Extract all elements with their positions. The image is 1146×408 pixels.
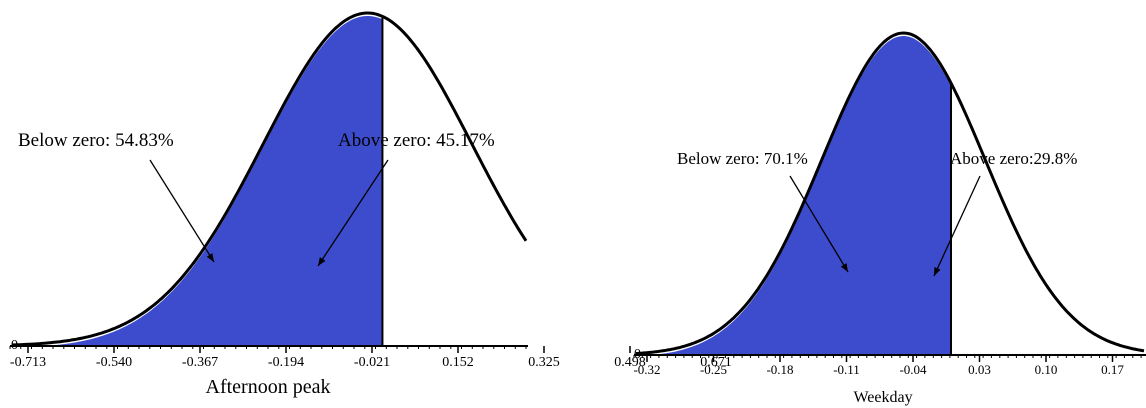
above-zero-annotation: Above zero: 45.17% (338, 130, 495, 151)
x-tick-label: -0.32 (633, 362, 660, 377)
x-tick-label: -0.540 (96, 355, 132, 370)
x-tick-label: -0.11 (833, 362, 860, 377)
x-tick-label: -0.194 (268, 355, 304, 370)
below-zero-shaded-area (34, 16, 383, 347)
x-axis-label: Weekday (853, 389, 912, 406)
above-zero-arrowhead (318, 257, 326, 266)
above-zero-arrowhead (934, 267, 941, 276)
x-tick-label: 0.498 (614, 355, 646, 370)
density-curve (635, 31, 1145, 355)
above-zero-arrow (933, 175, 981, 277)
x-tick-label: 0.17 (1101, 362, 1124, 377)
below-zero-arrow (149, 159, 215, 263)
x-tick-label: -0.04 (899, 362, 927, 377)
below-zero-arrowhead (840, 263, 848, 272)
below-zero-annotation: Below zero: 70.1% (677, 149, 808, 168)
x-tick-label: -0.18 (766, 362, 793, 377)
below-zero-annotation: Below zero: 54.83% (18, 130, 174, 151)
x-tick-label: 0.03 (968, 362, 991, 377)
density-curve (11, 11, 528, 347)
x-tick-label: -0.25 (700, 362, 727, 377)
above-zero-annotation: Above zero:29.8% (950, 149, 1077, 168)
x-axis-ticks: -0.32-0.25-0.18-0.11-0.040.030.100.170.2… (633, 355, 1142, 377)
x-tick-label: 0.10 (1035, 362, 1058, 377)
below-zero-shaded-area (656, 36, 951, 355)
x-axis-ticks: -0.713 -0.540 -0.367 -0.194 -0.021 0.152 0.325… (9, 346, 732, 370)
x-tick-label: -0.021 (354, 355, 390, 370)
x-tick-label: 0.671 (700, 355, 732, 370)
chart-panel-weekday: -0.32-0.25-0.18-0.11-0.040.030.100.170.2… (633, 31, 1146, 406)
below-zero-arrow (789, 175, 849, 273)
chart-panel-afternoon-peak: -0.713 -0.540 -0.367 -0.194 -0.021 0.152 0.325… (9, 11, 732, 398)
x-tick-label: -0.713 (10, 355, 46, 370)
above-zero-arrow (317, 159, 389, 267)
below-zero-arrowhead (206, 253, 214, 262)
y-tick-label: 0 (634, 347, 641, 362)
y-tick-label: 0 (11, 338, 18, 353)
x-tick-label: 0.152 (442, 355, 474, 370)
x-axis-label: Afternoon peak (206, 376, 331, 398)
x-tick-label: 0.325 (528, 355, 560, 370)
x-tick-label: -0.367 (182, 355, 218, 370)
